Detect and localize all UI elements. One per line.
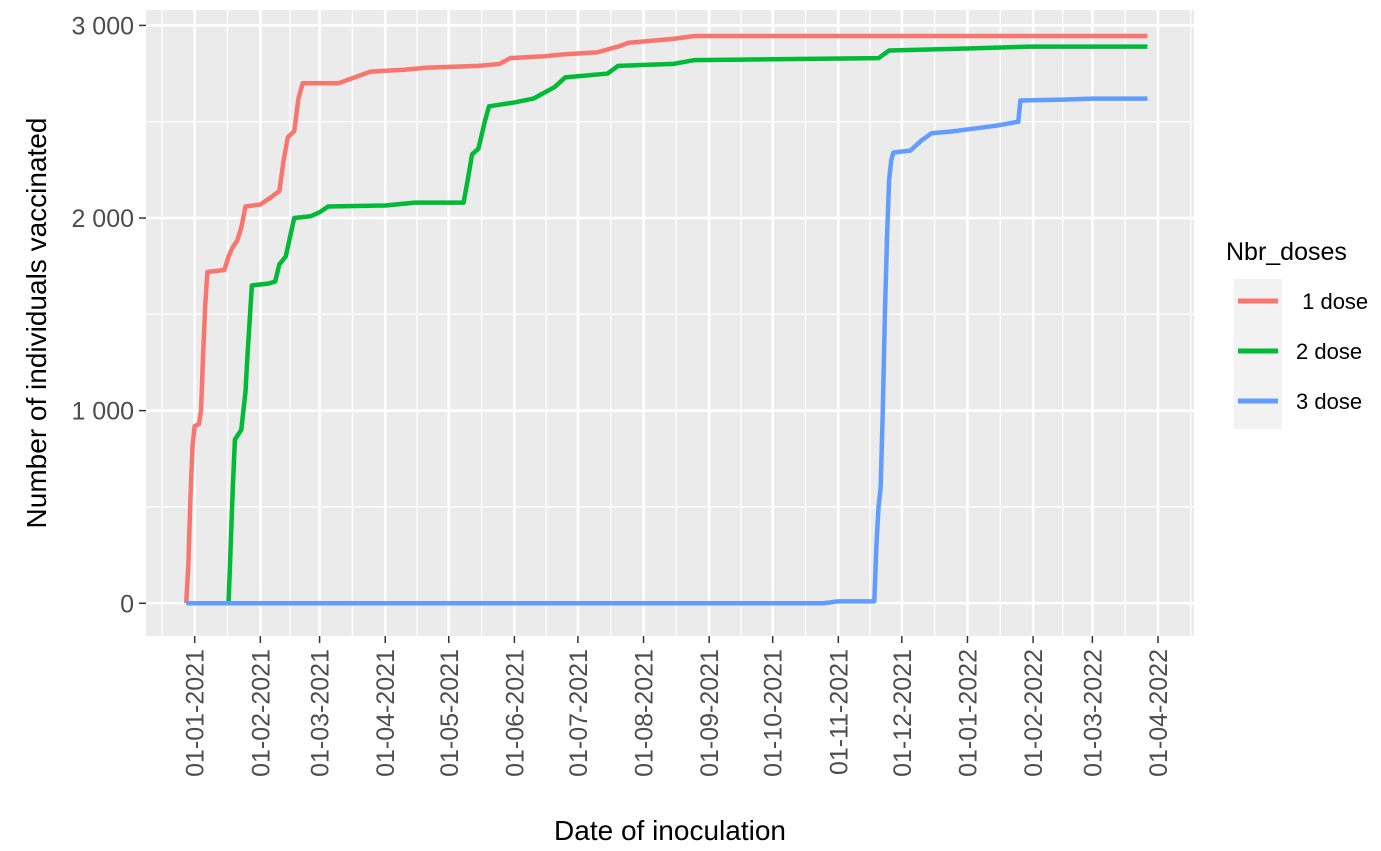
x-tick-label: 01-05-2021 [436, 649, 464, 777]
legend-label-1: 1 dose [1296, 289, 1368, 314]
x-tick-label: 01-11-2021 [825, 649, 853, 775]
x-tick-label: 01-02-2022 [1020, 649, 1048, 777]
x-axis: 01-01-2021 01-02-2021 01-03-2021 01-04-2021… [182, 636, 1173, 777]
y-axis-title: Number of individuals vaccinated [21, 118, 52, 529]
x-tick-label: 01-03-2021 [307, 649, 335, 777]
x-tick-label: 01-03-2022 [1079, 649, 1107, 777]
legend-title: Nbr_doses [1226, 238, 1347, 266]
legend-label-2: 2 dose [1296, 339, 1362, 364]
x-tick-label: 01-08-2021 [631, 649, 659, 777]
y-tick-label: 1 000 [71, 398, 134, 426]
plot-panel [146, 10, 1194, 636]
x-tick-label: 01-04-2021 [372, 649, 400, 777]
x-tick-label: 01-07-2021 [565, 649, 593, 777]
x-tick-label: 01-06-2021 [501, 649, 529, 777]
legend-label-3: 3 dose [1296, 389, 1362, 414]
x-tick-label: 01-12-2021 [889, 649, 917, 777]
legend: Nbr_doses 1 dose 2 dose 3 dose [1226, 238, 1368, 429]
x-tick-label: 01-09-2021 [696, 649, 724, 777]
y-axis: 0 1 000 2 000 3 000 [71, 12, 146, 618]
x-axis-title: Date of inoculation [554, 815, 786, 846]
legend-key-background [1234, 279, 1282, 429]
x-tick-label: 01-04-2022 [1145, 649, 1173, 777]
series-line-3 [186, 96, 1148, 606]
x-tick-label: 01-01-2021 [182, 649, 210, 777]
series-line-2 [226, 44, 1148, 604]
x-tick-label: 01-01-2022 [954, 649, 982, 777]
y-tick-label: 0 [120, 590, 134, 618]
x-tick-label: 01-10-2021 [760, 649, 788, 777]
series-lines [183, 33, 1148, 606]
series-line-1 [183, 33, 1148, 604]
y-tick-label: 2 000 [71, 205, 134, 233]
y-tick-label: 3 000 [71, 12, 134, 40]
x-tick-label: 01-02-2021 [247, 649, 275, 777]
